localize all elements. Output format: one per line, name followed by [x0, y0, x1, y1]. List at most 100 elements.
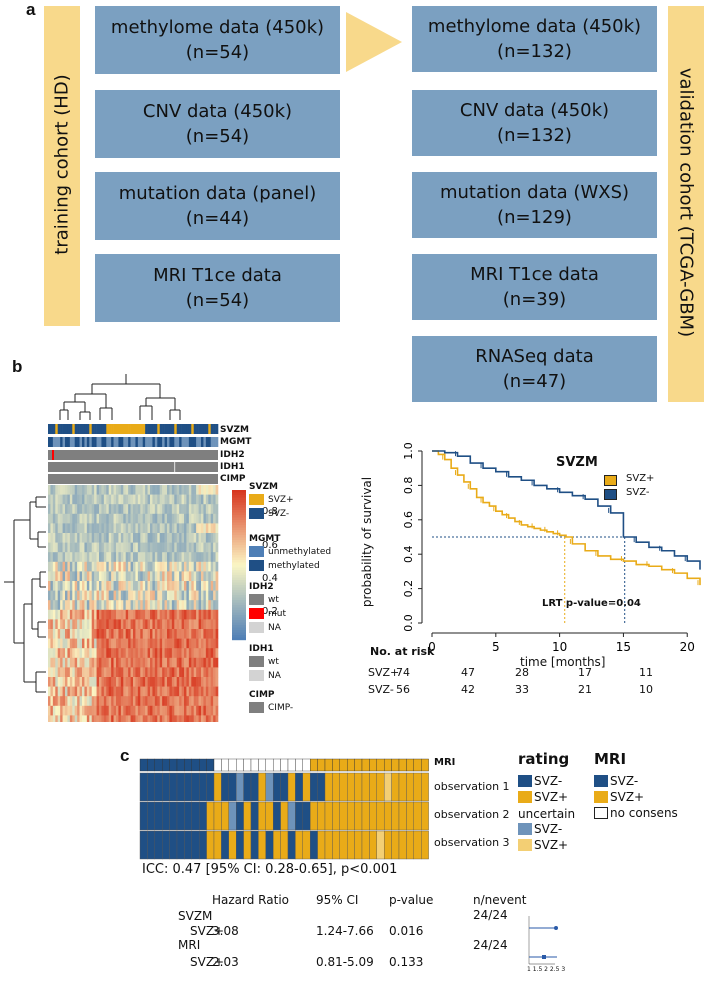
- heatmap-cell: [118, 542, 122, 553]
- heatmap-cell: [152, 629, 156, 639]
- rating-cell: [369, 772, 377, 802]
- heatmap-cell: [191, 504, 195, 515]
- km-x-tick-label: 0: [428, 640, 436, 654]
- svzm-cell: [94, 424, 97, 434]
- heatmap-cell: [77, 600, 80, 611]
- heatmap-cell: [213, 494, 216, 505]
- heatmap-cell: [57, 686, 61, 697]
- heatmap-cell: [111, 629, 114, 639]
- heatmap-cell: [196, 523, 199, 534]
- heatmap-cell: [198, 581, 202, 591]
- heatmap-cell: [62, 705, 66, 716]
- heatmap-cell: [191, 590, 195, 601]
- heatmap-cell: [135, 696, 139, 707]
- heatmap-cell: [167, 552, 170, 563]
- heatmap-cell: [94, 523, 97, 534]
- rating-cell: [265, 772, 274, 802]
- heatmap-cell: [201, 581, 204, 591]
- heatmap-cell: [84, 504, 88, 515]
- colorbar-step: [232, 515, 246, 518]
- heatmap-cell: [113, 523, 117, 534]
- heatmap-cell: [74, 533, 78, 543]
- rating-cell: [406, 772, 414, 802]
- heatmap-cell: [108, 657, 112, 668]
- heatmap-cell: [196, 638, 199, 649]
- heatmap-cell: [133, 715, 136, 722]
- heatmap-cell: [205, 533, 209, 543]
- heatmap-cell: [150, 523, 153, 534]
- heatmap-cell: [123, 485, 127, 495]
- heatmap-cell: [188, 629, 192, 639]
- heatmap-cell: [205, 581, 209, 591]
- heatmap-cell: [133, 705, 136, 716]
- heatmap-cell: [111, 638, 114, 649]
- heatmap-cell: [179, 485, 182, 495]
- heatmap-cell: [140, 619, 144, 630]
- heatmap-cell: [198, 590, 202, 601]
- heatmap-cell: [203, 523, 207, 534]
- heatmap-cell: [137, 561, 141, 572]
- svzm-cell: [181, 424, 185, 434]
- heatmap-cell: [128, 494, 131, 505]
- heatmap-cell: [113, 542, 117, 553]
- km-y-tick-label: 0.0: [402, 614, 415, 632]
- heatmap-cell: [215, 715, 219, 722]
- heatmap-cell: [152, 619, 156, 630]
- heatmap-cell: [94, 485, 97, 495]
- heatmap-cell: [91, 638, 95, 649]
- heatmap-cell: [86, 705, 90, 716]
- mri-cell: [383, 758, 392, 772]
- rating-svz-plus-label: SVZ+: [534, 790, 569, 804]
- heatmap-cell: [167, 657, 170, 668]
- heatmap-cell: [164, 571, 168, 582]
- rating-cell: [280, 801, 289, 831]
- heatmap-cell: [108, 504, 112, 515]
- heatmap-cell: [193, 609, 197, 620]
- heatmap-cell: [196, 629, 199, 639]
- heatmap-cell: [123, 523, 127, 534]
- svzm-cell: [164, 424, 168, 434]
- heatmap-cell: [96, 561, 100, 572]
- heatmap-cell: [118, 715, 122, 722]
- heatmap-cell: [67, 571, 71, 582]
- heatmap-cell: [154, 657, 158, 668]
- heatmap-cell: [103, 667, 107, 678]
- heatmap-cell: [113, 561, 117, 572]
- heatmap-cell: [77, 523, 80, 534]
- heatmap-cell: [91, 648, 95, 659]
- heatmap-cell: [106, 715, 110, 722]
- heatmap-cell: [208, 648, 212, 659]
- heatmap-cell: [154, 552, 158, 563]
- heatmap-cell: [72, 571, 76, 582]
- heatmap-cell: [82, 629, 85, 639]
- heatmap-cell: [89, 696, 93, 707]
- mgmt-cell: [65, 437, 68, 447]
- svzm-cell: [186, 424, 190, 434]
- heatmap-cell: [147, 600, 151, 611]
- svzm-cell: [147, 424, 151, 434]
- svzm-cell: [135, 424, 139, 434]
- heatmap-cell: [89, 513, 93, 524]
- svzm-cell: [72, 424, 76, 434]
- heatmap-cell: [50, 552, 54, 563]
- heatmap-cell: [130, 513, 134, 524]
- heatmap-cell: [169, 609, 173, 620]
- rating-cell: [228, 830, 237, 860]
- heatmap-cell: [215, 523, 219, 534]
- heatmap-cell: [123, 677, 127, 687]
- heatmap-cell: [157, 686, 161, 697]
- heatmap-cell: [145, 504, 148, 515]
- heatmap-cell: [159, 504, 163, 515]
- colorbar-step: [232, 535, 246, 538]
- heatmap-cell: [52, 629, 56, 639]
- heatmap-cell: [162, 705, 165, 716]
- colorbar-step: [232, 625, 246, 628]
- heatmap-cell: [52, 523, 56, 534]
- heatmap-cell: [79, 513, 83, 524]
- heatmap-cell: [133, 542, 136, 553]
- heatmap-cell: [193, 677, 197, 687]
- mri-cell: [317, 758, 326, 772]
- heatmap-cell: [162, 609, 165, 620]
- mgmt-cell: [57, 437, 61, 447]
- heatmap-cell: [145, 590, 148, 601]
